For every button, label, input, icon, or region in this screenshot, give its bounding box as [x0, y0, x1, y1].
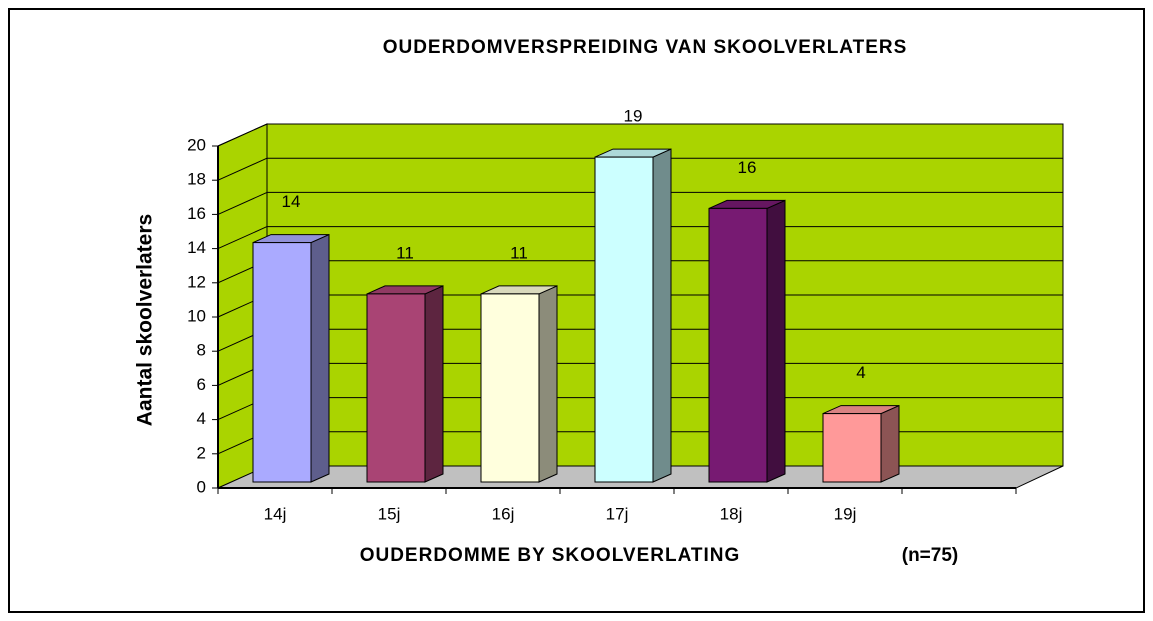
bar-side [424, 285, 444, 483]
data-label: 11 [510, 243, 528, 262]
y-tick-label: 14 [187, 238, 206, 257]
bar [594, 156, 654, 483]
x-tick-label: 16j [492, 504, 515, 523]
data-label: 11 [396, 243, 414, 262]
x-tick-label: 15j [378, 504, 401, 523]
bar [252, 242, 312, 483]
y-tick-label: 4 [197, 409, 206, 428]
data-label: 4 [856, 363, 865, 382]
bar [480, 293, 540, 483]
y-tick-label: 8 [197, 341, 206, 360]
bar-side [652, 148, 672, 483]
y-axis-title: Aantal skoolverlaters [134, 214, 157, 426]
bar [366, 293, 426, 483]
bar-side [880, 404, 900, 483]
data-label: 14 [282, 192, 301, 211]
y-tick-label: 12 [187, 272, 206, 291]
x-tick-label: 14j [264, 504, 287, 523]
bar [822, 413, 882, 483]
chart-title: OUDERDOMVERSPREIDING VAN SKOOLVERLATERS [383, 37, 908, 58]
grid-line [217, 226, 268, 250]
bar-side [538, 285, 558, 483]
y-tick-label: 2 [197, 443, 206, 462]
x-tick-label: 19j [834, 504, 857, 523]
grid-line [217, 191, 268, 215]
annotation: (n=75) [902, 545, 959, 566]
bar-side [310, 233, 330, 483]
grid-line [217, 157, 268, 181]
bar [708, 207, 768, 483]
y-tick-label: 20 [187, 135, 206, 154]
y-tick-label: 16 [187, 204, 206, 223]
grid-line [217, 123, 268, 147]
x-axis-title: OUDERDOMME BY SKOOLVERLATING [360, 545, 741, 566]
bar-side [766, 199, 786, 483]
y-tick-label: 6 [197, 375, 206, 394]
data-label: 19 [624, 107, 643, 126]
y-tick-label: 0 [197, 477, 206, 496]
y-tick-label: 10 [187, 306, 206, 325]
data-label: 16 [738, 158, 757, 177]
x-tick-label: 18j [720, 504, 743, 523]
y-tick-label: 18 [187, 170, 206, 189]
x-tick-label: 17j [606, 504, 629, 523]
